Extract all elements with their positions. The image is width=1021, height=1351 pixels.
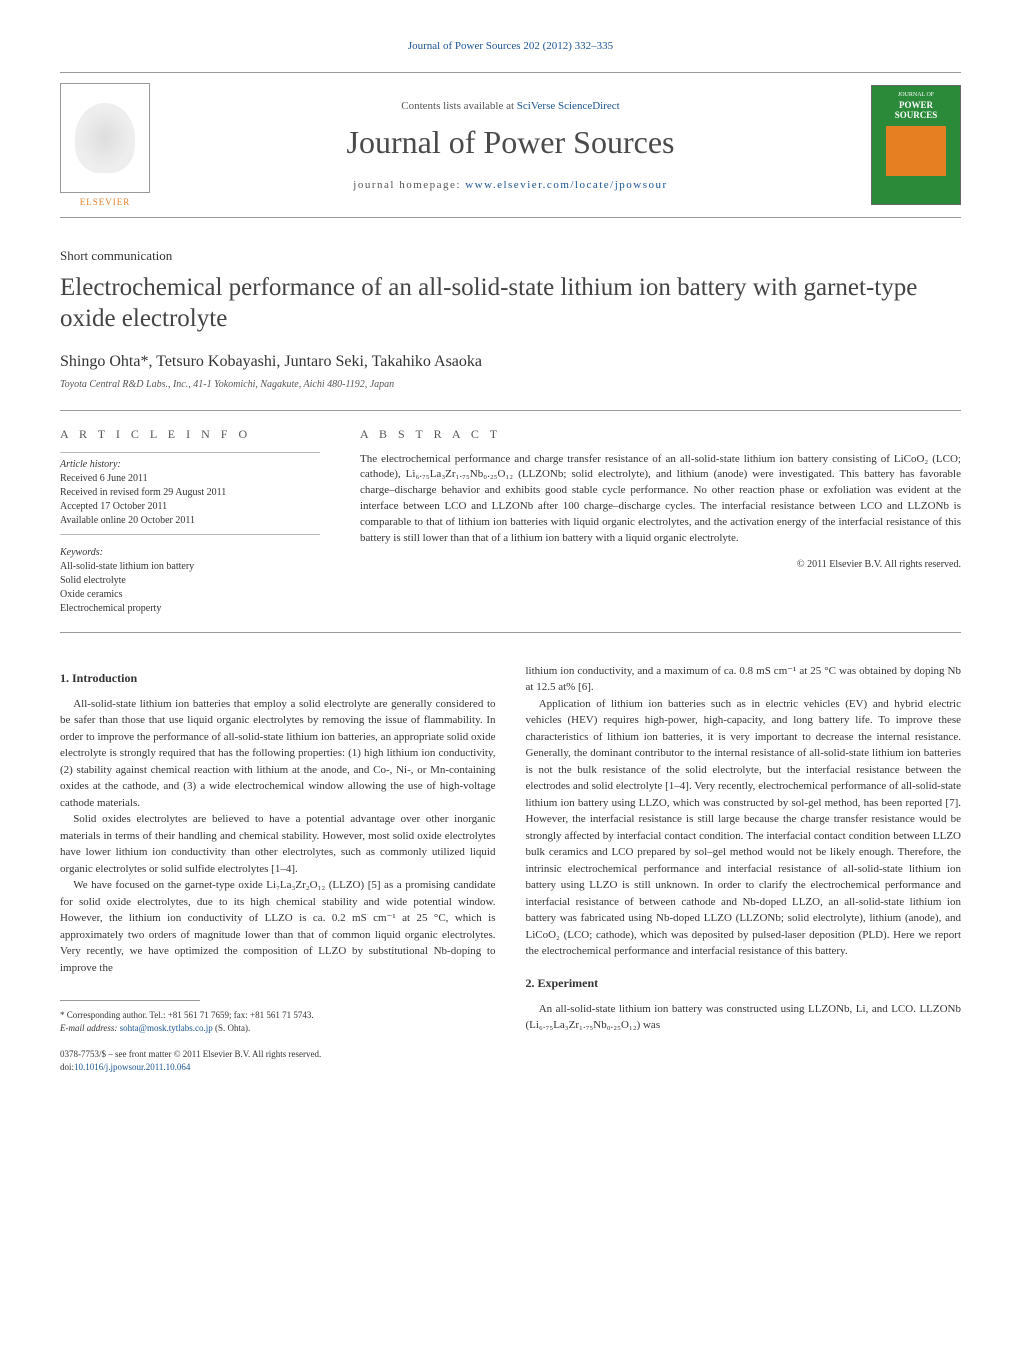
paragraph: We have focused on the garnet-type oxide…: [60, 877, 496, 976]
cover-top-text: JOURNAL OF: [898, 92, 934, 98]
corresponding-author-footnote: * Corresponding author. Tel.: +81 561 71…: [60, 1009, 496, 1034]
article-info-label: A R T I C L E I N F O: [60, 427, 320, 442]
history-title: Article history:: [60, 459, 320, 470]
doi-link[interactable]: 10.1016/j.jpowsour.2011.10.064: [74, 1062, 190, 1072]
article-title: Electrochemical performance of an all-so…: [60, 272, 961, 335]
keyword: All-solid-state lithium ion battery: [60, 560, 320, 574]
abstract-column: A B S T R A C T The electrochemical perf…: [360, 427, 961, 616]
publisher-name: ELSEVIER: [60, 197, 150, 207]
authors: Shingo Ohta*, Tetsuro Kobayashi, Juntaro…: [60, 353, 961, 371]
footnote-corr: * Corresponding author. Tel.: +81 561 71…: [60, 1009, 496, 1022]
sciencedirect-link[interactable]: SciVerse ScienceDirect: [517, 100, 620, 112]
info-abstract-row: A R T I C L E I N F O Article history: R…: [60, 410, 961, 633]
journal-name: Journal of Power Sources: [170, 124, 851, 161]
email-suffix: (S. Ohta).: [213, 1023, 251, 1033]
paragraph: All-solid-state lithium ion batteries th…: [60, 696, 496, 812]
homepage-link[interactable]: www.elsevier.com/locate/jpowsour: [465, 179, 667, 191]
article-info-column: A R T I C L E I N F O Article history: R…: [60, 427, 320, 616]
email-label: E-mail address:: [60, 1023, 120, 1033]
journal-banner: ELSEVIER Contents lists available at Sci…: [60, 72, 961, 218]
keyword: Oxide ceramics: [60, 588, 320, 602]
article-history: Article history: Received 6 June 2011 Re…: [60, 452, 320, 535]
email-link[interactable]: sohta@mosk.tytlabs.co.jp: [120, 1023, 213, 1033]
keyword: Electrochemical property: [60, 602, 320, 616]
paragraph: An all-solid-state lithium ion battery w…: [526, 1001, 962, 1034]
history-line: Received 6 June 2011: [60, 472, 320, 486]
abstract-label: A B S T R A C T: [360, 427, 961, 442]
keyword: Solid electrolyte: [60, 574, 320, 588]
history-line: Accepted 17 October 2011: [60, 500, 320, 514]
body-columns: 1. Introduction All-solid-state lithium …: [60, 663, 961, 1074]
paragraph: Application of lithium ion batteries suc…: [526, 696, 962, 960]
cover-image-icon: [886, 126, 946, 176]
contents-line: Contents lists available at SciVerse Sci…: [170, 100, 851, 112]
homepage-line: journal homepage: www.elsevier.com/locat…: [170, 179, 851, 191]
front-matter-line: 0378-7753/$ – see front matter © 2011 El…: [60, 1048, 496, 1061]
banner-center: Contents lists available at SciVerse Sci…: [170, 100, 851, 191]
section-heading-intro: 1. Introduction: [60, 671, 496, 686]
bottom-meta: 0378-7753/$ – see front matter © 2011 El…: [60, 1048, 496, 1073]
section-heading-experiment: 2. Experiment: [526, 976, 962, 991]
left-column: 1. Introduction All-solid-state lithium …: [60, 663, 496, 1074]
paragraph: lithium ion conductivity, and a maximum …: [526, 663, 962, 696]
contents-text: Contents lists available at: [401, 100, 516, 112]
keywords-block: Keywords: All-solid-state lithium ion ba…: [60, 547, 320, 616]
footnote-separator: [60, 1000, 200, 1001]
elsevier-tree-icon: [60, 83, 150, 193]
journal-cover-thumbnail: JOURNAL OF POWER SOURCES: [871, 85, 961, 205]
right-column: lithium ion conductivity, and a maximum …: [526, 663, 962, 1074]
paragraph: Solid oxides electrolytes are believed t…: [60, 811, 496, 877]
abstract-text: The electrochemical performance and char…: [360, 452, 961, 548]
article-type: Short communication: [60, 248, 961, 264]
publisher-logo: ELSEVIER: [60, 83, 150, 207]
cover-title-text: POWER SOURCES: [878, 100, 954, 120]
header-citation[interactable]: Journal of Power Sources 202 (2012) 332–…: [60, 40, 961, 52]
history-line: Received in revised form 29 August 2011: [60, 486, 320, 500]
footnote-email-line: E-mail address: sohta@mosk.tytlabs.co.jp…: [60, 1022, 496, 1035]
keywords-title: Keywords:: [60, 547, 320, 558]
affiliation: Toyota Central R&D Labs., Inc., 41-1 Yok…: [60, 379, 961, 390]
abstract-copyright: © 2011 Elsevier B.V. All rights reserved…: [360, 559, 961, 570]
history-line: Available online 20 October 2011: [60, 514, 320, 528]
doi-label: doi:: [60, 1062, 74, 1072]
doi-line: doi:10.1016/j.jpowsour.2011.10.064: [60, 1061, 496, 1074]
homepage-prefix: journal homepage:: [353, 179, 465, 191]
